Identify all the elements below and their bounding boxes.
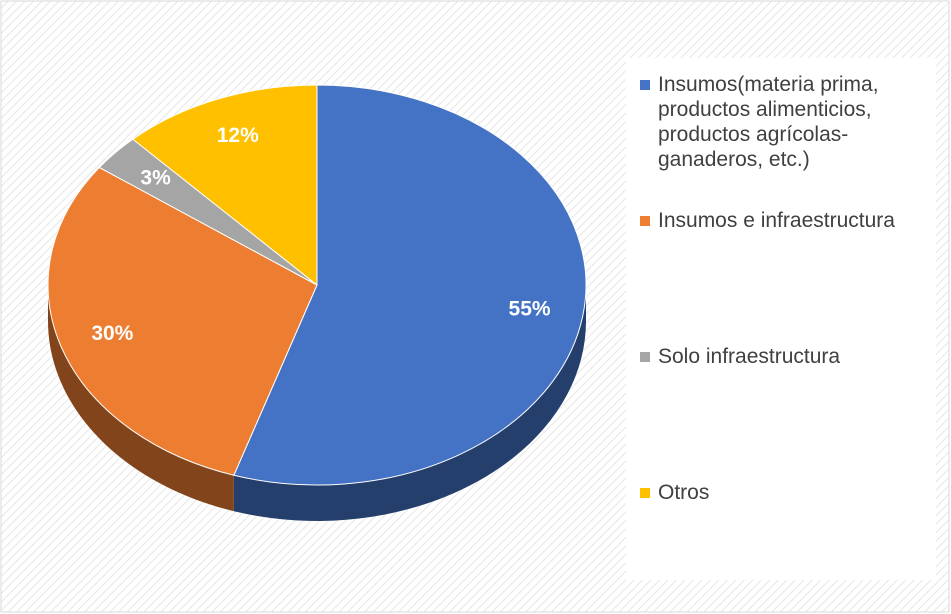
legend-item: Insumos e infraestructura — [640, 208, 930, 233]
legend-label: Solo infraestructura — [658, 345, 841, 368]
legend-label: Insumos(materia prima, productos aliment… — [658, 73, 879, 171]
data-label: 12% — [217, 124, 259, 147]
pie: 55% 30% 3% 12% — [47, 84, 587, 521]
slice — [47, 166, 318, 476]
legend-item: Insumos(materia prima, productos aliment… — [640, 72, 930, 172]
legend-item: Solo infraestructura — [640, 344, 930, 369]
data-label: 30% — [91, 322, 133, 345]
data-label: 3% — [140, 167, 171, 190]
legend-swatch — [640, 80, 650, 90]
data-label: 55% — [509, 298, 551, 321]
legend-swatch — [640, 216, 650, 226]
legend-swatch — [640, 488, 650, 498]
legend: Insumos(materia prima, productos aliment… — [626, 58, 936, 580]
slice — [233, 84, 587, 486]
legend-item: Otros — [640, 480, 930, 505]
slice-side — [233, 285, 586, 521]
legend-swatch — [640, 352, 650, 362]
slice-side — [48, 285, 234, 512]
legend-label: Insumos e infraestructura — [658, 209, 895, 232]
slice — [132, 84, 318, 287]
legend-label: Otros — [658, 481, 710, 504]
